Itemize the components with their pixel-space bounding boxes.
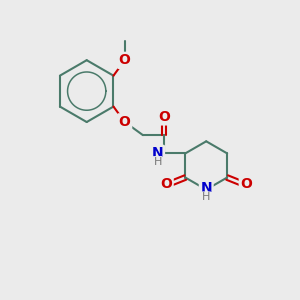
Text: O: O: [240, 177, 252, 191]
Text: O: O: [158, 110, 170, 124]
Text: H: H: [202, 192, 210, 202]
Text: N: N: [152, 146, 164, 161]
Text: O: O: [119, 53, 130, 67]
Text: H: H: [153, 157, 162, 166]
Text: O: O: [160, 177, 172, 191]
Text: N: N: [200, 181, 212, 195]
Text: O: O: [119, 115, 130, 129]
